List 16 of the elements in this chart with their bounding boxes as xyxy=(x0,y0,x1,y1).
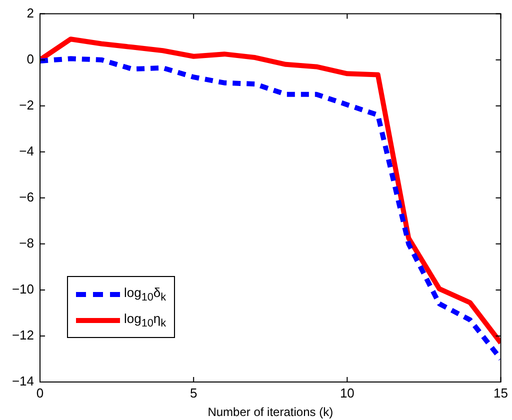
y-tick-label: −2 xyxy=(19,97,34,112)
x-tick-label: 10 xyxy=(340,385,354,400)
y-tick-label: −14 xyxy=(12,374,34,389)
y-tick-label: −4 xyxy=(19,143,34,158)
y-tick-label: −10 xyxy=(12,282,34,297)
y-tick-label: −8 xyxy=(19,236,34,251)
legend-label: log$_{10}$η$_{k}$ xyxy=(124,310,166,330)
y-tick-label: −12 xyxy=(12,328,34,343)
x-tick-label: 5 xyxy=(190,385,198,400)
x-tick-label: 0 xyxy=(36,385,44,400)
y-tick-label: 2 xyxy=(26,5,34,20)
x-tick-label: 15 xyxy=(494,385,508,400)
y-tick-label: −6 xyxy=(19,189,34,204)
x-axis-title: Number of iterations (k) xyxy=(208,405,334,420)
y-tick-label: 0 xyxy=(26,51,34,66)
legend-label: log$_{10}$δ$_{k}$ xyxy=(124,284,166,304)
